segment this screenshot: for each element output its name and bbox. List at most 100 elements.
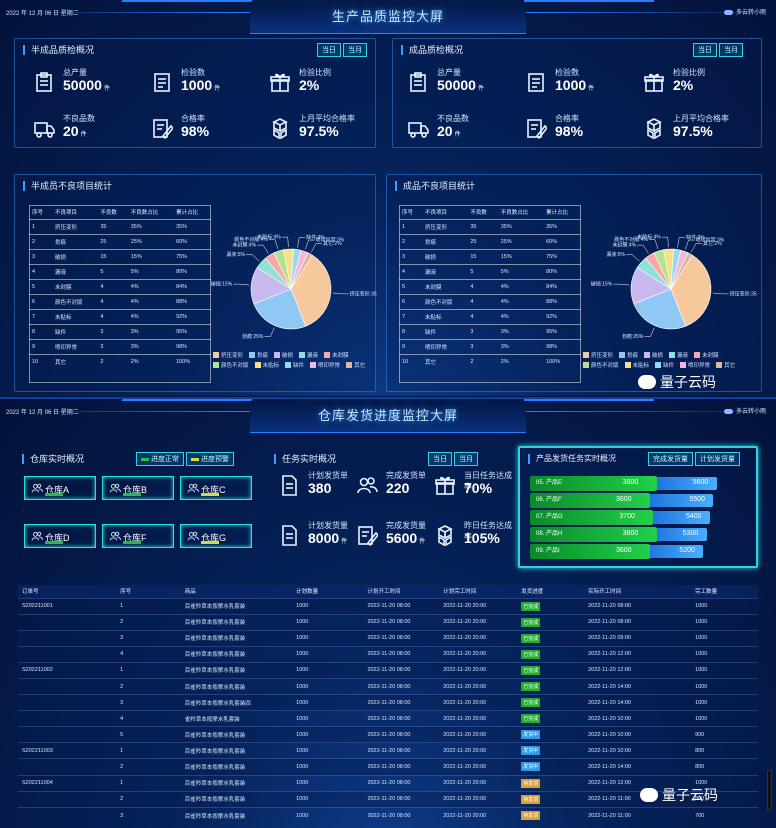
table-cell: 9 <box>399 338 422 354</box>
pie-slice[interactable] <box>670 254 712 327</box>
table-cell: 划痕 <box>52 233 98 249</box>
table-cell: 1 <box>116 774 181 792</box>
legend-item[interactable]: 喷印异常 <box>310 361 340 369</box>
legend-item[interactable]: 其它 <box>716 361 735 369</box>
table-cell: 900 <box>691 726 758 743</box>
kpi-card: 不良品数 20 件 <box>407 113 517 153</box>
table-cell: 2022-11-20 08:00 <box>363 806 440 824</box>
table-row[interactable]: 4 雀羚草本按摩水乳套装 1000 2022-11-20 08:00 2022-11-2… <box>18 710 758 727</box>
status-badge: 已完成 <box>521 601 541 611</box>
warehouse-card[interactable]: 仓库F <box>102 524 174 548</box>
table-row[interactable]: 5 百雀羚草本按摩水乳套装 1000 2022-11-20 08:00 2022-11-… <box>18 726 758 743</box>
table-row[interactable]: 3 百雀羚草本按摩水乳套装 1000 2022-11-20 08:00 2022-11-… <box>18 806 758 824</box>
kpi-label: 检验数 <box>181 68 205 77</box>
legend-item[interactable]: 破损 <box>644 351 663 359</box>
legend-item[interactable]: 未封膜 <box>694 351 719 359</box>
tab-day[interactable]: 当日 <box>428 452 452 466</box>
legend-item[interactable]: 缺件 <box>655 361 674 369</box>
product-name: 07. 产品G <box>536 514 563 520</box>
table-cell: 7 <box>29 308 52 324</box>
status-badge: 待发货 <box>521 794 541 804</box>
legend-item[interactable]: 划痕 <box>249 351 268 359</box>
legend-item[interactable]: 喷印异常 <box>680 361 710 369</box>
table-row[interactable]: 2 百雀羚草本按摩水乳套装 1000 2022-11-20 08:00 2022-11-… <box>18 613 758 631</box>
warehouse-card[interactable]: 仓库B <box>102 476 174 500</box>
table-cell: 1000 <box>292 806 364 824</box>
legend-item[interactable]: 未贴标 <box>624 361 649 369</box>
table-row[interactable]: 3 百雀羚草本按摩水乳套装 1000 2022-11-20 08:00 2022-11-… <box>18 629 758 647</box>
panel-title: 任务实时概况 <box>274 454 336 464</box>
legend-item[interactable]: 漏液 <box>669 351 688 359</box>
table-row[interactable]: 2 百雀羚草本按摩水乳套装 1000 2022-11-20 08:00 2022-11-… <box>18 758 758 776</box>
legend-item[interactable]: 漏液 <box>299 351 318 359</box>
tab-month[interactable]: 当月 <box>343 43 367 57</box>
pie-slice[interactable] <box>290 254 332 327</box>
table-row[interactable]: 3 百雀羚草本按摩水乳套装四 1000 2022-11-20 08:00 2022-11… <box>18 694 758 711</box>
warehouse-card[interactable]: 仓库C <box>180 476 252 500</box>
table-row[interactable]: S202211002 1 百雀羚草本按摩水乳套装 1000 2022-11-20 08:… <box>18 661 758 679</box>
tab-day[interactable]: 当日 <box>693 43 717 57</box>
table-row[interactable]: S202211001 1 百雀羚草本按摩水乳套装 1000 2022-11-20 08:… <box>18 597 758 615</box>
plan-bar <box>643 511 710 524</box>
legend-item[interactable]: 未贴标 <box>254 361 280 369</box>
boxes-icon <box>269 117 291 140</box>
table-row[interactable]: S202211004 1 百雀羚草本按摩水乳套装 1000 2022-11-20 08:… <box>18 774 758 792</box>
tab-day[interactable]: 当日 <box>317 43 341 57</box>
legend-item[interactable]: 其它 <box>346 361 365 369</box>
table-cell: 4% <box>127 293 174 309</box>
legend-item[interactable]: 颜色不对版 <box>213 361 249 369</box>
pie-slice[interactable] <box>253 288 307 330</box>
status-badge: 发货中 <box>521 746 541 756</box>
legend-item[interactable]: 颜色不对版 <box>583 361 619 369</box>
plan-bar <box>640 545 704 558</box>
table-row[interactable]: S202211003 1 百雀羚草本按摩水乳套装 1000 2022-11-20 08:… <box>18 742 758 759</box>
legend-item[interactable]: 破损 <box>274 351 293 359</box>
pie-leader-line <box>304 239 315 250</box>
legend-item[interactable]: 挤压变形 <box>583 351 613 359</box>
warehouse-legend: 进度正常 进度预警 <box>136 452 234 466</box>
table-cell: 喷印异常 <box>422 338 468 354</box>
kpi-unit: 件 <box>419 539 426 545</box>
kpi-label: 计划发货量 <box>308 521 348 530</box>
warehouse-card[interactable]: 仓库A <box>24 476 96 500</box>
warehouse-name: 仓库B <box>123 485 148 495</box>
legend-item[interactable]: 划痕 <box>619 351 638 359</box>
gift-icon <box>269 71 291 93</box>
warehouse-status-bar <box>45 493 63 496</box>
pie-slice[interactable] <box>670 252 693 290</box>
table-cell: 2022-11-20 20:00 <box>439 677 518 695</box>
legend-label: 未贴标 <box>262 363 280 369</box>
warehouse-card[interactable]: 仓库G <box>180 524 252 548</box>
table-cell: 4 <box>97 308 128 324</box>
table-cell: 3 <box>29 248 52 264</box>
table-row[interactable]: 4 百雀羚草本按摩水乳套装 1000 2022-11-20 08:00 2022-11-… <box>18 645 758 663</box>
table-cell: 2 <box>116 758 181 776</box>
table-row: 6 颜色不对版 4 4% 88% <box>29 293 211 309</box>
tab-month[interactable]: 当月 <box>454 452 478 466</box>
pie-slice[interactable] <box>290 252 313 290</box>
table-cell: 2022-11-20 20:00 <box>439 742 518 759</box>
legend-swatch <box>619 352 626 358</box>
kpi-value: 220 <box>386 480 411 496</box>
table-row[interactable]: 2 百雀羚草本按摩水乳套装 1000 2022-11-20 08:00 2022-11-… <box>18 790 758 808</box>
table-cell: 15% <box>127 248 174 264</box>
table-cell: 1 <box>116 742 181 759</box>
legend-swatch <box>624 362 631 368</box>
table-cell: 1000 <box>292 677 364 695</box>
tab-month[interactable]: 当月 <box>719 43 743 57</box>
table-cell: 2022-11-20 12:00 <box>584 774 692 792</box>
fin-overview-tabs: 当日 当月 <box>693 43 743 57</box>
legend-item[interactable]: 挤压变形 <box>213 351 243 359</box>
table-row[interactable]: 2 百雀羚草本按摩水乳套装 1000 2022-11-20 08:00 2022-11-… <box>18 677 758 695</box>
warehouse-name: 仓库D <box>45 533 70 543</box>
scrollbar[interactable] <box>767 770 772 810</box>
warehouse-card[interactable]: 仓库D <box>24 524 96 548</box>
table-cell: 4 <box>116 710 181 727</box>
legend-item[interactable]: 缺件 <box>285 361 304 369</box>
status-cell: 已完成 <box>517 597 585 615</box>
legend-item[interactable]: 未封膜 <box>324 351 349 359</box>
status-cell: 发货中 <box>517 742 585 759</box>
list-icon <box>151 71 173 93</box>
pie-slice[interactable] <box>633 288 687 330</box>
table-cell: 1000 <box>691 645 758 663</box>
